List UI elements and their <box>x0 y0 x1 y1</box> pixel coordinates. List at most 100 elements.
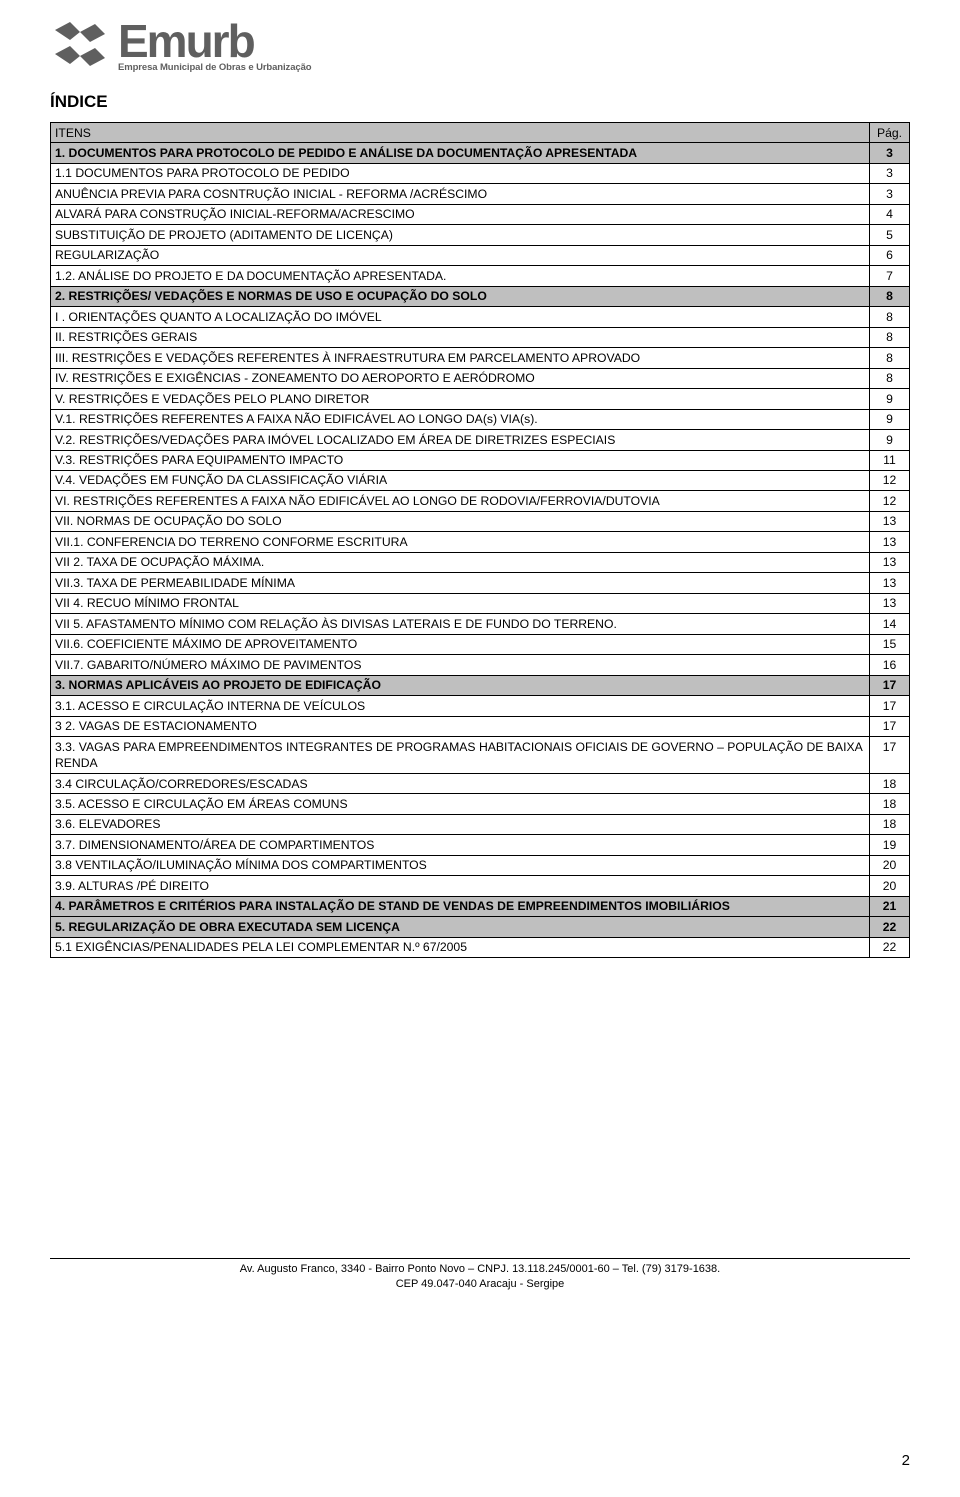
row-label: VII 2. TAXA DE OCUPAÇÃO MÁXIMA. <box>51 552 870 572</box>
table-row: VII.3. TAXA DE PERMEABILIDADE MÍNIMA13 <box>51 573 910 593</box>
table-row: 3.5. ACESSO E CIRCULAÇÃO EM ÁREAS COMUNS… <box>51 794 910 814</box>
row-page: 15 <box>870 634 910 654</box>
table-row: 3.8 VENTILAÇÃO/ILUMINAÇÃO MÍNIMA DOS COM… <box>51 855 910 875</box>
table-row: ANUÊNCIA PREVIA PARA COSNTRUÇÃO INICIAL … <box>51 184 910 204</box>
table-header-row: ITENS Pág. <box>51 123 910 143</box>
row-page: 3 <box>870 184 910 204</box>
table-row: III. RESTRIÇÕES E VEDAÇÕES REFERENTES À … <box>51 348 910 368</box>
row-label: V.1. RESTRIÇÕES REFERENTES A FAIXA NÃO E… <box>51 409 870 429</box>
row-page: 13 <box>870 573 910 593</box>
row-page: 8 <box>870 327 910 347</box>
row-label: 1.1 DOCUMENTOS PARA PROTOCOLO DE PEDIDO <box>51 163 870 183</box>
row-label: ANUÊNCIA PREVIA PARA COSNTRUÇÃO INICIAL … <box>51 184 870 204</box>
row-page: 22 <box>870 917 910 937</box>
table-row: IV. RESTRIÇÕES E EXIGÊNCIAS - ZONEAMENTO… <box>51 368 910 388</box>
table-row: V.4. VEDAÇÕES EM FUNÇÃO DA CLASSIFICAÇÃO… <box>51 470 910 490</box>
row-label: VII 4. RECUO MÍNIMO FRONTAL <box>51 593 870 613</box>
table-row: V.1. RESTRIÇÕES REFERENTES A FAIXA NÃO E… <box>51 409 910 429</box>
row-label: VII 5. AFASTAMENTO MÍNIMO COM RELAÇÃO ÀS… <box>51 614 870 634</box>
row-page: 16 <box>870 655 910 675</box>
row-label: 3 2. VAGAS DE ESTACIONAMENTO <box>51 716 870 736</box>
row-page: 13 <box>870 552 910 572</box>
table-row: SUBSTITUIÇÃO DE PROJETO (ADITAMENTO DE L… <box>51 225 910 245</box>
index-title: ÍNDICE <box>50 92 910 112</box>
row-page: 20 <box>870 876 910 896</box>
row-label: 3.8 VENTILAÇÃO/ILUMINAÇÃO MÍNIMA DOS COM… <box>51 855 870 875</box>
table-row: VII 2. TAXA DE OCUPAÇÃO MÁXIMA.13 <box>51 552 910 572</box>
row-label: V. RESTRIÇÕES E VEDAÇÕES PELO PLANO DIRE… <box>51 389 870 409</box>
table-row: VII.7. GABARITO/NÚMERO MÁXIMO DE PAVIMEN… <box>51 655 910 675</box>
row-page: 13 <box>870 532 910 552</box>
row-page: 20 <box>870 855 910 875</box>
footer: Av. Augusto Franco, 3340 - Bairro Ponto … <box>50 1258 910 1291</box>
table-row: VII 5. AFASTAMENTO MÍNIMO COM RELAÇÃO ÀS… <box>51 614 910 634</box>
table-row: 3.6. ELEVADORES18 <box>51 814 910 834</box>
row-label: 3.7. DIMENSIONAMENTO/ÁREA DE COMPARTIMEN… <box>51 835 870 855</box>
footer-line2: CEP 49.047-040 Aracaju - Sergipe <box>50 1277 910 1291</box>
table-row: 5.1 EXIGÊNCIAS/PENALIDADES PELA LEI COMP… <box>51 937 910 957</box>
row-label: I . ORIENTAÇÕES QUANTO A LOCALIZAÇÃO DO … <box>51 307 870 327</box>
row-label: 3.9. ALTURAS /PÉ DIREITO <box>51 876 870 896</box>
table-row: REGULARIZAÇÃO6 <box>51 245 910 265</box>
table-row: I . ORIENTAÇÕES QUANTO A LOCALIZAÇÃO DO … <box>51 307 910 327</box>
logo-sub-text: Empresa Municipal de Obras e Urbanização <box>118 62 311 73</box>
row-label: 3.5. ACESSO E CIRCULAÇÃO EM ÁREAS COMUNS <box>51 794 870 814</box>
row-page: 3 <box>870 163 910 183</box>
row-label: V.4. VEDAÇÕES EM FUNÇÃO DA CLASSIFICAÇÃO… <box>51 470 870 490</box>
row-page: 8 <box>870 368 910 388</box>
row-label: VII. NORMAS DE OCUPAÇÃO DO SOLO <box>51 511 870 531</box>
table-row: 3.4 CIRCULAÇÃO/CORREDORES/ESCADAS18 <box>51 774 910 794</box>
row-page: 21 <box>870 896 910 916</box>
row-page: 12 <box>870 470 910 490</box>
row-label: ALVARÁ PARA CONSTRUÇÃO INICIAL-REFORMA/A… <box>51 204 870 224</box>
table-row: VII 4. RECUO MÍNIMO FRONTAL13 <box>51 593 910 613</box>
row-page: 5 <box>870 225 910 245</box>
row-label: 5. REGULARIZAÇÃO DE OBRA EXECUTADA SEM L… <box>51 917 870 937</box>
table-row: 1.1 DOCUMENTOS PARA PROTOCOLO DE PEDIDO3 <box>51 163 910 183</box>
row-page: 18 <box>870 814 910 834</box>
row-label: REGULARIZAÇÃO <box>51 245 870 265</box>
page-number: 2 <box>902 1452 910 1469</box>
row-page: 13 <box>870 511 910 531</box>
table-row: 3.7. DIMENSIONAMENTO/ÁREA DE COMPARTIMEN… <box>51 835 910 855</box>
header-itens: ITENS <box>51 123 870 143</box>
row-page: 11 <box>870 450 910 470</box>
row-label: VII.6. COEFICIENTE MÁXIMO DE APROVEITAME… <box>51 634 870 654</box>
row-page: 4 <box>870 204 910 224</box>
row-label: 3.6. ELEVADORES <box>51 814 870 834</box>
row-page: 17 <box>870 737 910 774</box>
row-page: 13 <box>870 593 910 613</box>
logo-main-text: Emurb <box>118 21 311 62</box>
table-row: 4. PARÂMETROS E CRITÉRIOS PARA INSTALAÇÃ… <box>51 896 910 916</box>
index-table: ITENS Pág. 1. DOCUMENTOS PARA PROTOCOLO … <box>50 122 910 958</box>
row-label: V.3. RESTRIÇÕES PARA EQUIPAMENTO IMPACTO <box>51 450 870 470</box>
row-label: V.2. RESTRIÇÕES/VEDAÇÕES PARA IMÓVEL LOC… <box>51 430 870 450</box>
table-row: VII. NORMAS DE OCUPAÇÃO DO SOLO13 <box>51 511 910 531</box>
table-row: V.2. RESTRIÇÕES/VEDAÇÕES PARA IMÓVEL LOC… <box>51 430 910 450</box>
row-page: 3 <box>870 143 910 163</box>
row-page: 19 <box>870 835 910 855</box>
row-page: 18 <box>870 794 910 814</box>
table-row: 1. DOCUMENTOS PARA PROTOCOLO DE PEDIDO E… <box>51 143 910 163</box>
table-row: V. RESTRIÇÕES E VEDAÇÕES PELO PLANO DIRE… <box>51 389 910 409</box>
table-row: 3.1. ACESSO E CIRCULAÇÃO INTERNA DE VEÍC… <box>51 696 910 716</box>
row-page: 12 <box>870 491 910 511</box>
row-label: VII.7. GABARITO/NÚMERO MÁXIMO DE PAVIMEN… <box>51 655 870 675</box>
row-page: 9 <box>870 389 910 409</box>
row-label: VI. RESTRIÇÕES REFERENTES A FAIXA NÃO ED… <box>51 491 870 511</box>
row-label: 2. RESTRIÇÕES/ VEDAÇÕES E NORMAS DE USO … <box>51 286 870 306</box>
row-label: SUBSTITUIÇÃO DE PROJETO (ADITAMENTO DE L… <box>51 225 870 245</box>
row-label: 3.4 CIRCULAÇÃO/CORREDORES/ESCADAS <box>51 774 870 794</box>
row-page: 6 <box>870 245 910 265</box>
logo-mark-icon <box>50 20 108 74</box>
row-label: 4. PARÂMETROS E CRITÉRIOS PARA INSTALAÇÃ… <box>51 896 870 916</box>
row-label: VII.3. TAXA DE PERMEABILIDADE MÍNIMA <box>51 573 870 593</box>
row-label: IV. RESTRIÇÕES E EXIGÊNCIAS - ZONEAMENTO… <box>51 368 870 388</box>
row-page: 8 <box>870 307 910 327</box>
table-row: 2. RESTRIÇÕES/ VEDAÇÕES E NORMAS DE USO … <box>51 286 910 306</box>
footer-line1: Av. Augusto Franco, 3340 - Bairro Ponto … <box>50 1262 910 1276</box>
row-label: 1. DOCUMENTOS PARA PROTOCOLO DE PEDIDO E… <box>51 143 870 163</box>
table-row: V.3. RESTRIÇÕES PARA EQUIPAMENTO IMPACTO… <box>51 450 910 470</box>
table-row: VII.6. COEFICIENTE MÁXIMO DE APROVEITAME… <box>51 634 910 654</box>
row-label: VII.1. CONFERENCIA DO TERRENO CONFORME E… <box>51 532 870 552</box>
